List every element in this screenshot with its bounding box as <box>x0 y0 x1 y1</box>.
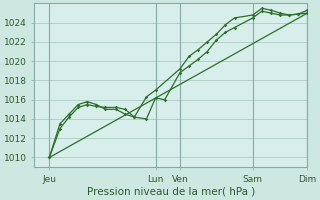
X-axis label: Pression niveau de la mer( hPa ): Pression niveau de la mer( hPa ) <box>87 187 255 197</box>
